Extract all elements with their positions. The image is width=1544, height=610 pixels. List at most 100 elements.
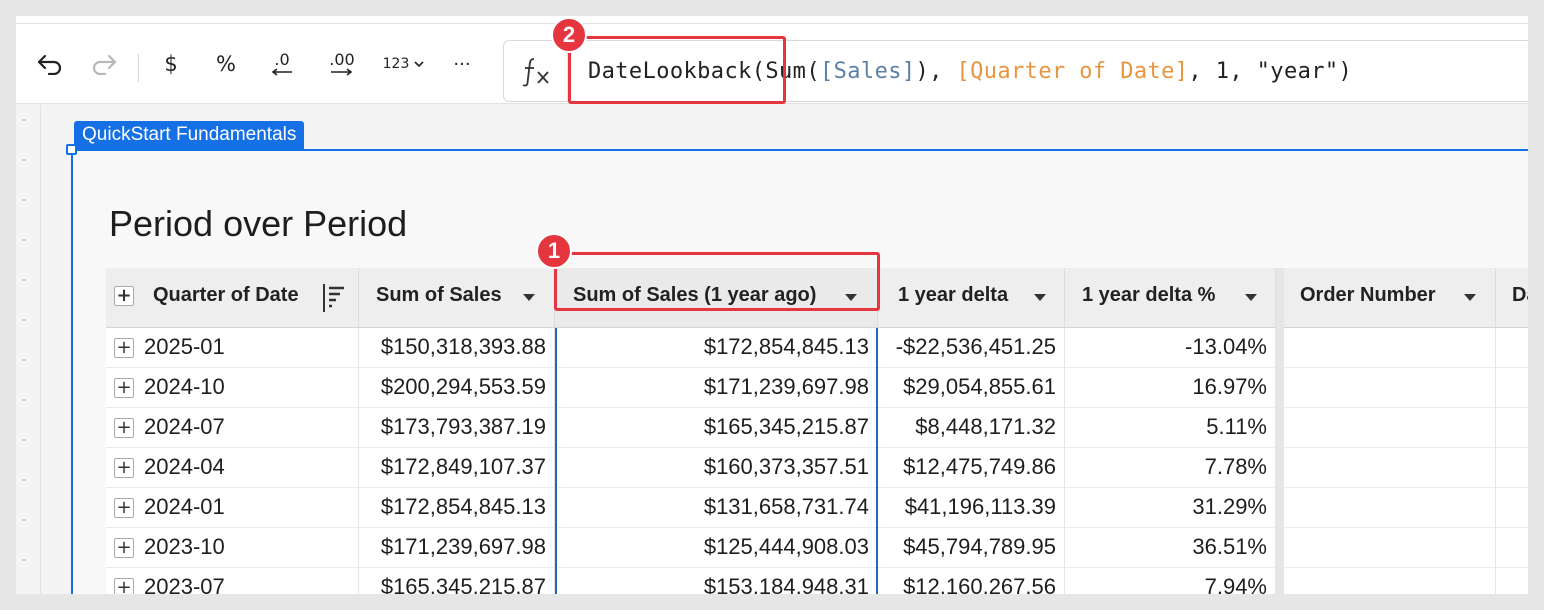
date-cell[interactable] bbox=[1496, 408, 1528, 448]
percent-format-button[interactable]: % bbox=[216, 52, 236, 76]
date-cell[interactable] bbox=[1496, 448, 1528, 488]
expand-icon[interactable]: + bbox=[114, 458, 134, 478]
caret-down-icon[interactable] bbox=[1034, 294, 1046, 301]
expand-icon[interactable]: + bbox=[114, 338, 134, 358]
1-year-delta-cell[interactable]: $29,054,855.61 bbox=[878, 368, 1065, 408]
formula-bar[interactable]: DateLookback(Sum([Sales]), [Quarter of D… bbox=[503, 40, 1528, 102]
more-options-button[interactable]: ··· bbox=[453, 53, 471, 75]
1-year-delta-cell[interactable]: -$22,536,451.25 bbox=[878, 328, 1065, 368]
quarter-cell: 2024-10 bbox=[144, 374, 225, 399]
expand-icon[interactable]: + bbox=[114, 378, 134, 398]
gutter-marker bbox=[22, 399, 26, 401]
sum-of-sales-cell[interactable]: $172,854,845.13 bbox=[359, 488, 555, 528]
table-row[interactable]: +2024-10 bbox=[106, 368, 359, 408]
table-row[interactable]: +2025-01 bbox=[106, 328, 359, 368]
date-cell[interactable] bbox=[1496, 488, 1528, 528]
1-year-delta-pct-cell[interactable]: -13.04% bbox=[1065, 328, 1276, 368]
order-number-cell[interactable] bbox=[1284, 408, 1496, 448]
column-header-label: 1 year delta bbox=[898, 284, 1009, 306]
undo-icon[interactable] bbox=[30, 44, 70, 84]
order-number-cell[interactable] bbox=[1284, 568, 1496, 594]
1-year-delta-cell[interactable]: $45,794,789.95 bbox=[878, 528, 1065, 568]
caret-down-icon[interactable] bbox=[1464, 294, 1476, 301]
date-cell[interactable] bbox=[1496, 568, 1528, 594]
date-cell[interactable] bbox=[1496, 528, 1528, 568]
caret-down-icon[interactable] bbox=[1245, 294, 1257, 301]
gutter-marker bbox=[22, 279, 26, 281]
number-format-label: 123 bbox=[382, 56, 410, 72]
1-year-delta-cell[interactable]: $41,196,113.39 bbox=[878, 488, 1065, 528]
sum-of-sales-cell[interactable]: $171,239,697.98 bbox=[359, 528, 555, 568]
sum-of-sales-1-year-ago-cell[interactable]: $171,239,697.98 bbox=[555, 368, 878, 408]
quarter-cell: 2024-01 bbox=[144, 494, 225, 519]
sum-of-sales-1-year-ago-cell[interactable]: $125,444,908.03 bbox=[555, 528, 878, 568]
1-year-delta-cell[interactable]: $12,475,749.86 bbox=[878, 448, 1065, 488]
increase-decimal-button[interactable]: .00 bbox=[320, 44, 364, 84]
column-header-1-year-delta[interactable]: 1 year delta bbox=[878, 268, 1065, 328]
1-year-delta-cell[interactable]: $12,160,267.56 bbox=[878, 568, 1065, 594]
table-element[interactable]: Period over Period + Quarter of Date Sum… bbox=[71, 149, 1528, 594]
expand-icon[interactable]: + bbox=[114, 538, 134, 558]
caret-down-icon[interactable] bbox=[523, 294, 535, 301]
sum-of-sales-cell[interactable]: $200,294,553.59 bbox=[359, 368, 555, 408]
table-row[interactable]: +2024-01 bbox=[106, 488, 359, 528]
element-name-tag[interactable]: QuickStart Fundamentals bbox=[74, 121, 305, 149]
table-row[interactable]: +2024-07 bbox=[106, 408, 359, 448]
sum-of-sales-1-year-ago-cell[interactable]: $131,658,731.74 bbox=[555, 488, 878, 528]
caret-down-icon[interactable] bbox=[845, 294, 857, 301]
order-number-cell[interactable] bbox=[1284, 328, 1496, 368]
column-header-quarter-of-date[interactable]: + Quarter of Date bbox=[106, 268, 359, 328]
column-header-sum-of-sales[interactable]: Sum of Sales bbox=[359, 268, 555, 328]
table-row[interactable]: +2023-10 bbox=[106, 528, 359, 568]
sum-of-sales-cell[interactable]: $150,318,393.88 bbox=[359, 328, 555, 368]
1-year-delta-pct-cell[interactable]: 31.29% bbox=[1065, 488, 1276, 528]
sum-of-sales-cell[interactable]: $165,345,215.87 bbox=[359, 568, 555, 594]
gutter-marker bbox=[22, 319, 26, 321]
sum-of-sales-cell[interactable]: $172,849,107.37 bbox=[359, 448, 555, 488]
formula-input[interactable]: DateLookback(Sum([Sales]), [Quarter of D… bbox=[588, 59, 1352, 84]
chevron-down-icon bbox=[414, 61, 424, 68]
table-row[interactable]: +2023-07 bbox=[106, 568, 359, 594]
formula-function-name: DateLookback bbox=[588, 59, 752, 84]
column-header-label: Da bbox=[1512, 284, 1528, 306]
page-title: Period over Period bbox=[109, 203, 408, 244]
1-year-delta-pct-cell[interactable]: 7.78% bbox=[1065, 448, 1276, 488]
sum-of-sales-cell[interactable]: $173,793,387.19 bbox=[359, 408, 555, 448]
expand-icon[interactable]: + bbox=[114, 418, 134, 438]
column-header-date-truncated[interactable]: Da bbox=[1496, 268, 1528, 328]
quarter-cell: 2024-07 bbox=[144, 414, 225, 439]
date-cell[interactable] bbox=[1496, 328, 1528, 368]
sum-of-sales-1-year-ago-cell[interactable]: $153,184,948.31 bbox=[555, 568, 878, 594]
sum-of-sales-1-year-ago-cell[interactable]: $160,373,357.51 bbox=[555, 448, 878, 488]
order-number-cell[interactable] bbox=[1284, 448, 1496, 488]
sum-of-sales-1-year-ago-cell[interactable]: $172,854,845.13 bbox=[555, 328, 878, 368]
app-window: $ % .0 .00 123 ··· DateLookback(Sum([Sal… bbox=[16, 16, 1528, 594]
expand-icon[interactable]: + bbox=[114, 498, 134, 518]
redo-icon[interactable] bbox=[84, 44, 124, 84]
function-icon bbox=[520, 55, 554, 87]
currency-format-button[interactable]: $ bbox=[164, 52, 178, 76]
gutter-marker bbox=[22, 359, 26, 361]
resize-handle[interactable] bbox=[66, 144, 77, 155]
column-header-1-year-delta-pct[interactable]: 1 year delta % bbox=[1065, 268, 1276, 328]
expand-icon[interactable]: + bbox=[114, 578, 134, 594]
number-format-dropdown[interactable]: 123 bbox=[378, 44, 430, 84]
sort-descending-icon[interactable] bbox=[322, 283, 346, 313]
formula-field-quarter: [Quarter of Date] bbox=[956, 59, 1189, 84]
expand-icon[interactable]: + bbox=[114, 286, 134, 306]
1-year-delta-cell[interactable]: $8,448,171.32 bbox=[878, 408, 1065, 448]
column-header-order-number[interactable]: Order Number bbox=[1284, 268, 1496, 328]
date-cell[interactable] bbox=[1496, 368, 1528, 408]
decrease-decimal-button[interactable]: .0 bbox=[262, 44, 302, 84]
order-number-cell[interactable] bbox=[1284, 488, 1496, 528]
1-year-delta-pct-cell[interactable]: 36.51% bbox=[1065, 528, 1276, 568]
sum-of-sales-1-year-ago-cell[interactable]: $165,345,215.87 bbox=[555, 408, 878, 448]
table-row[interactable]: +2024-04 bbox=[106, 448, 359, 488]
order-number-cell[interactable] bbox=[1284, 528, 1496, 568]
column-header-sum-of-sales-1-year-ago[interactable]: Sum of Sales (1 year ago) bbox=[555, 268, 878, 328]
order-number-cell[interactable] bbox=[1284, 368, 1496, 408]
gutter-marker bbox=[22, 479, 26, 481]
1-year-delta-pct-cell[interactable]: 5.11% bbox=[1065, 408, 1276, 448]
1-year-delta-pct-cell[interactable]: 16.97% bbox=[1065, 368, 1276, 408]
1-year-delta-pct-cell[interactable]: 7.94% bbox=[1065, 568, 1276, 594]
